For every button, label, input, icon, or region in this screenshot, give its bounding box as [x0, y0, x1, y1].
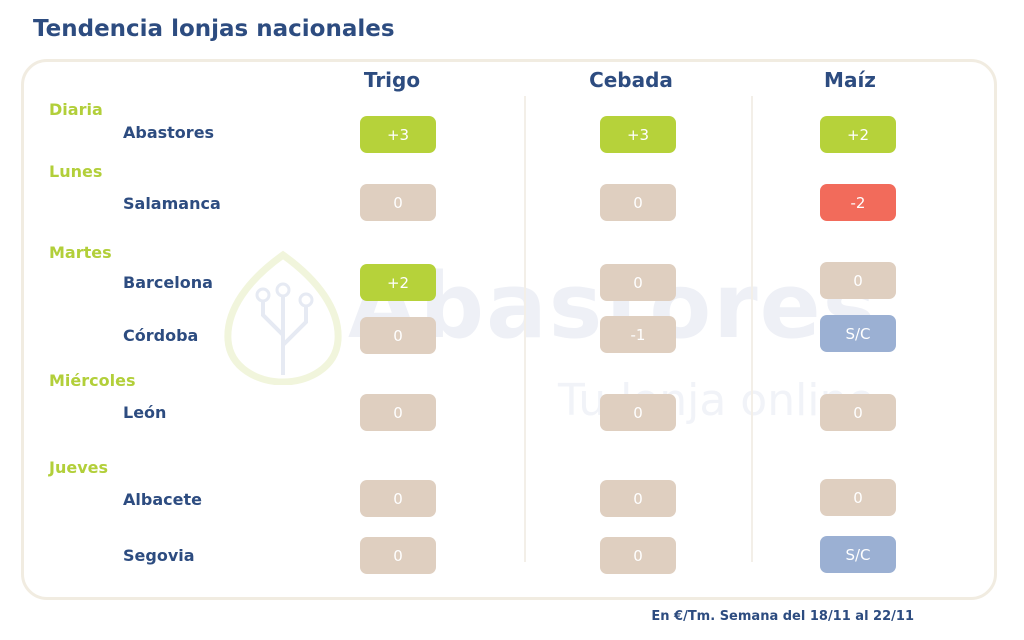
trend-pill: S/C	[820, 315, 896, 352]
market-name: Salamanca	[123, 194, 221, 213]
trend-pill: +3	[600, 116, 676, 153]
column-header-cebada: Cebada	[589, 68, 673, 92]
day-label: Miércoles	[49, 371, 136, 390]
trend-pill: 0	[360, 537, 436, 574]
market-name: León	[123, 403, 167, 422]
day-label: Jueves	[49, 458, 108, 477]
trend-table-card	[21, 59, 997, 600]
market-name: Segovia	[123, 546, 195, 565]
trend-pill: +3	[360, 116, 436, 153]
trend-pill: -1	[600, 316, 676, 353]
trend-pill: 0	[360, 394, 436, 431]
market-name: Barcelona	[123, 273, 213, 292]
day-label: Lunes	[49, 162, 103, 181]
trend-pill: S/C	[820, 536, 896, 573]
trend-pill: 0	[360, 184, 436, 221]
day-label: Martes	[49, 243, 112, 262]
trend-pill: 0	[600, 184, 676, 221]
trend-pill: 0	[820, 394, 896, 431]
column-divider	[751, 96, 753, 562]
market-name: Córdoba	[123, 326, 199, 345]
market-name: Abastores	[123, 123, 215, 142]
trend-pill: 0	[600, 480, 676, 517]
page-title: Tendencia lonjas nacionales	[33, 16, 395, 42]
day-label: Diaria	[49, 100, 103, 119]
trend-pill: 0	[820, 479, 896, 516]
trend-pill: -2	[820, 184, 896, 221]
column-header-maiz: Maíz	[824, 68, 876, 92]
units-and-week-note: En €/Tm. Semana del 18/11 al 22/11	[651, 609, 914, 624]
column-header-trigo: Trigo	[363, 68, 421, 92]
trend-pill: 0	[600, 394, 676, 431]
trend-pill: +2	[820, 116, 896, 153]
trend-pill: 0	[600, 264, 676, 301]
market-name: Albacete	[123, 490, 202, 509]
trend-pill: 0	[360, 317, 436, 354]
trend-pill: +2	[360, 264, 436, 301]
trend-pill: 0	[360, 480, 436, 517]
column-divider	[524, 96, 526, 562]
trend-pill: 0	[820, 262, 896, 299]
trend-pill: 0	[600, 537, 676, 574]
